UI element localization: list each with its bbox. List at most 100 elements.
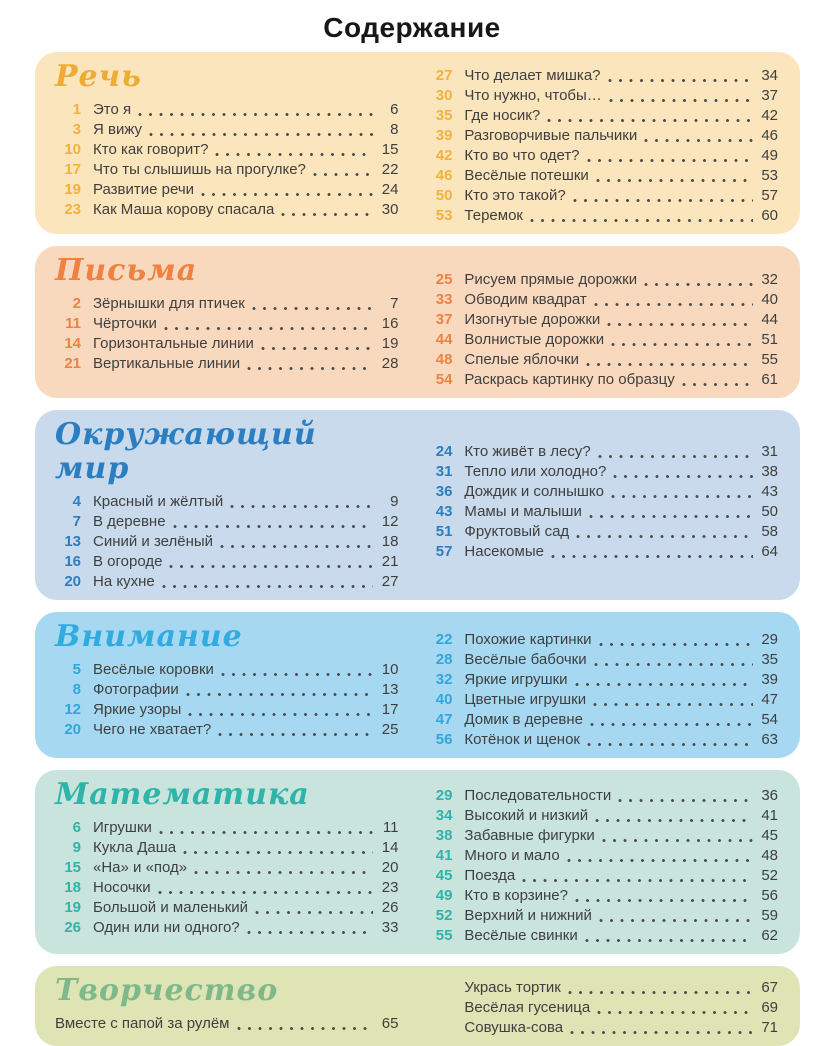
entry-title: Что нужно, чтобы… xyxy=(464,87,602,104)
dot-leader-icon xyxy=(607,78,753,83)
entry-title: Весёлые коровки xyxy=(93,661,214,678)
entry-title: Как Маша корову спасала xyxy=(93,201,275,218)
entry-page-number: 19 xyxy=(381,335,399,352)
section-right-column: 29 Последовательности 36 34 Высокий и ни… xyxy=(426,778,778,946)
entry-list-right: Укрась тортик 67 Весёлая гусеница 69 Сов… xyxy=(426,978,778,1038)
entry-title: Кто живёт в лесу? xyxy=(464,443,591,460)
dot-leader-icon xyxy=(681,382,753,387)
entry-page-number: 69 xyxy=(761,999,778,1016)
toc-entry: 7 В деревне 12 xyxy=(55,512,399,532)
entry-number: 9 xyxy=(72,839,81,856)
entry-page-number: 12 xyxy=(381,513,399,530)
entry-number: 20 xyxy=(64,721,81,738)
toc-entry: 27 Что делает мишка? 34 xyxy=(426,66,778,86)
toc-entry: Вместе с папой за рулём 65 xyxy=(55,1014,398,1034)
toc-entry: 32 Яркие игрушки 39 xyxy=(426,670,778,690)
entry-title: В огороде xyxy=(93,553,163,570)
entry-title: Теремок xyxy=(464,207,523,224)
entry-title: Где носик? xyxy=(464,107,541,124)
toc-entry: 6 Игрушки 11 xyxy=(55,818,399,838)
toc-entry: 47 Домик в деревне 54 xyxy=(426,710,778,730)
entry-page-number: 13 xyxy=(381,681,399,698)
toc-entry: 31 Тепло или холодно? 38 xyxy=(426,462,778,482)
entry-title: Вертикальные линии xyxy=(93,355,241,372)
dot-leader-icon xyxy=(586,362,753,367)
dot-leader-icon xyxy=(574,898,753,903)
dot-leader-icon xyxy=(246,930,374,935)
entry-title: Зёрнышки для птичек xyxy=(93,295,245,312)
entry-number: 50 xyxy=(435,187,453,204)
entry-number: 18 xyxy=(64,879,81,896)
entry-title: Это я xyxy=(93,101,132,118)
toc-entry: 22 Похожие картинки 29 xyxy=(426,630,778,650)
entry-title: Тепло или холодно? xyxy=(464,463,607,480)
entry-number: 44 xyxy=(435,331,453,348)
entry-page-number: 43 xyxy=(761,483,778,500)
toc-entry: 20 На кухне 27 xyxy=(55,572,398,592)
entry-title: Весёлые свинки xyxy=(464,927,578,944)
entry-list-right: 25 Рисуем прямые дорожки 32 33 Обводим к… xyxy=(426,270,778,390)
section-title: Речь xyxy=(55,59,142,94)
entry-number: 2 xyxy=(72,295,81,312)
entry-title: Что делает мишка? xyxy=(464,67,601,84)
entry-number: 11 xyxy=(65,315,81,332)
toc-entry: 25 Рисуем прямые дорожки 32 xyxy=(426,270,778,290)
dot-leader-icon xyxy=(566,858,753,863)
entry-number: 34 xyxy=(435,807,453,824)
entry-number: 38 xyxy=(435,827,453,844)
entry-page-number: 16 xyxy=(381,315,399,332)
entry-number: 15 xyxy=(64,859,81,876)
dot-leader-icon xyxy=(567,990,753,995)
entry-page-number: 14 xyxy=(381,839,399,856)
section-title: Математика xyxy=(55,777,310,812)
entry-title: Верхний и нижний xyxy=(464,907,592,924)
entry-page-number: 65 xyxy=(381,1015,399,1032)
entry-list-left: Вместе с папой за рулём 65 xyxy=(55,1014,398,1034)
toc-section: Окружающий мир 4 Красный и жёлтый 9 7 В … xyxy=(35,410,800,600)
entry-title: Один или ни одного? xyxy=(93,919,240,936)
entry-title: Вместе с папой за рулём xyxy=(55,1015,230,1032)
entry-page-number: 26 xyxy=(381,899,399,916)
toc-entry: 16 В огороде 21 xyxy=(55,552,398,572)
dot-leader-icon xyxy=(169,564,374,569)
entry-title: Развитие речи xyxy=(93,181,195,198)
section-left-column: Письма 2 Зёрнышки для птичек 7 11 Чёрточ… xyxy=(55,254,398,390)
toc-entry: 1 Это я 6 xyxy=(55,100,399,120)
entry-title: Яркие узоры xyxy=(93,701,182,718)
entry-number: 31 xyxy=(435,463,453,480)
entry-title: Кто это такой? xyxy=(464,187,566,204)
dot-leader-icon xyxy=(644,138,753,143)
toc-entry: 14 Горизонтальные линии 19 xyxy=(55,334,398,354)
entry-page-number: 46 xyxy=(761,127,778,144)
entry-page-number: 53 xyxy=(761,167,778,184)
entry-number: 19 xyxy=(64,899,81,916)
dot-leader-icon xyxy=(610,494,753,499)
dot-leader-icon xyxy=(158,830,374,835)
section-left-column: Речь 1 Это я 6 3 Я вижу 8 10 Кто как гов… xyxy=(55,60,398,226)
toc-entry: 2 Зёрнышки для птичек 7 xyxy=(55,294,399,314)
entry-title: Синий и зелёный xyxy=(93,533,214,550)
dot-leader-icon xyxy=(183,850,374,855)
entry-number: 49 xyxy=(435,887,453,904)
toc-entry: 28 Весёлые бабочки 35 xyxy=(426,650,778,670)
dot-leader-icon xyxy=(584,938,753,943)
entry-page-number: 45 xyxy=(761,827,778,844)
dot-leader-icon xyxy=(149,132,374,137)
dot-leader-icon xyxy=(570,1030,753,1035)
entry-page-number: 39 xyxy=(761,671,778,688)
toc-entry: 54 Раскрась картинку по образцу 61 xyxy=(426,370,778,390)
dot-leader-icon xyxy=(613,474,753,479)
entry-number: 26 xyxy=(64,919,81,936)
entry-number: 45 xyxy=(435,867,453,884)
entry-list-right: 27 Что делает мишка? 34 30 Что нужно, чт… xyxy=(426,66,778,226)
toc-entry: Весёлая гусеница 69 xyxy=(426,998,778,1018)
entry-title: Раскрась картинку по образцу xyxy=(464,371,675,388)
entry-title: Обводим квадрат xyxy=(464,291,587,308)
entry-title: В деревне xyxy=(93,513,166,530)
entry-page-number: 36 xyxy=(761,787,778,804)
entry-list-right: 22 Похожие картинки 29 28 Весёлые бабочк… xyxy=(426,630,778,750)
toc-entry: 39 Разговорчивые пальчики 46 xyxy=(426,126,778,146)
entry-number: 10 xyxy=(64,141,81,158)
entry-title: Кукла Даша xyxy=(93,839,177,856)
entry-number: 14 xyxy=(64,335,81,352)
